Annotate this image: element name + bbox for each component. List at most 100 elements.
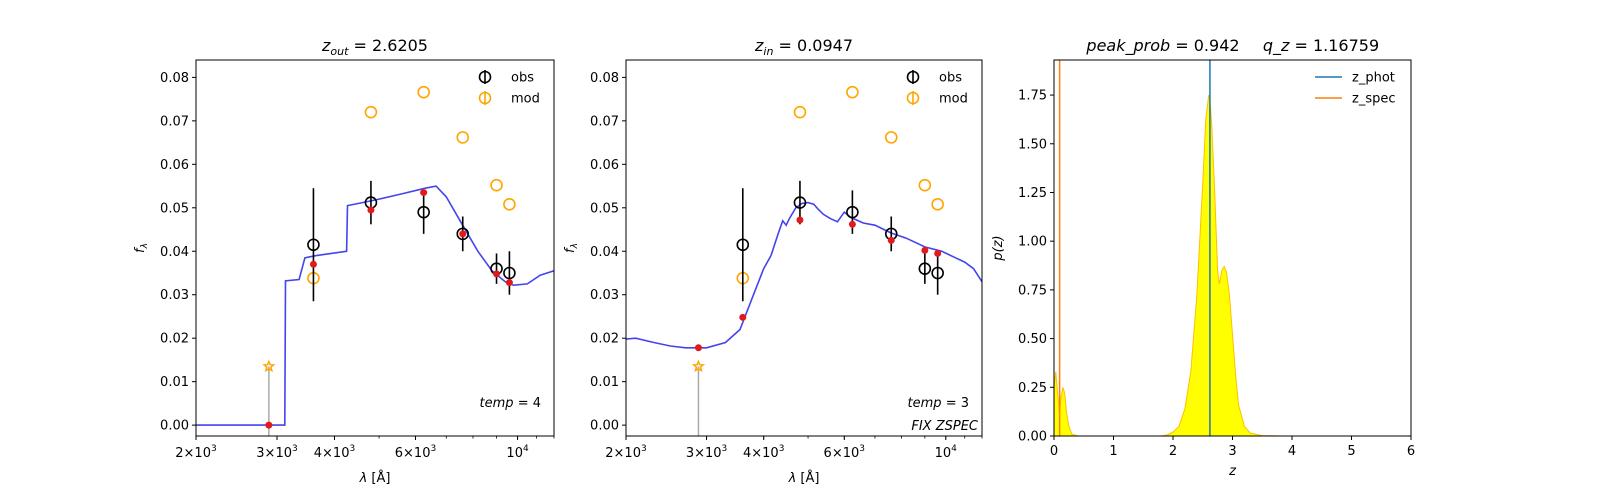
- obs-point: [846, 205, 859, 219]
- obs-point: [793, 196, 807, 209]
- y-tick-label: 0.02: [590, 332, 619, 347]
- y-tick-label: 0.50: [1018, 332, 1047, 347]
- x-tick-label: 5: [1347, 444, 1355, 459]
- x-tick-label: 3×103: [686, 444, 727, 461]
- y-axis-label: fλ: [563, 243, 580, 253]
- y-tick-label: 1.75: [1018, 89, 1047, 104]
- x-tick-label: 0: [1050, 444, 1058, 459]
- plot-area: [196, 85, 554, 436]
- fix-zspec-annotation: FIX ZSPEC: [911, 419, 979, 434]
- y-tick-label: 0.00: [590, 419, 619, 434]
- x-tick-label: 3: [1228, 444, 1236, 459]
- obs-point: [736, 238, 750, 252]
- y-tick-label: 0.03: [590, 288, 619, 303]
- mod-point: [884, 131, 898, 144]
- legend-marker: [906, 91, 920, 105]
- x-tick-label: 104: [506, 444, 529, 461]
- obs-point: [931, 266, 944, 280]
- y-tick-label: 0.01: [590, 375, 619, 390]
- template-annotation: temp = 3: [908, 396, 969, 411]
- axes-frame: [195, 59, 555, 437]
- model-phot-point: [921, 246, 929, 254]
- mod-point: [490, 178, 503, 192]
- x-tick-label: 6: [1407, 444, 1415, 459]
- y-tick-label: 0.06: [160, 158, 189, 173]
- model-phot-point: [459, 230, 467, 238]
- y-tick-label: 0.08: [160, 71, 189, 86]
- y-axis-label: p(z): [991, 235, 1006, 261]
- chart-title: zin = 0.0947: [754, 36, 853, 58]
- x-tick-label: 3×103: [256, 444, 297, 461]
- model-phot-point: [848, 220, 856, 228]
- x-axis-label: z: [1228, 464, 1237, 479]
- model-phot-point: [265, 421, 273, 429]
- model-phot-point: [367, 206, 375, 214]
- x-tick-label: 1: [1109, 444, 1117, 459]
- x-axis-label: λ [Å]: [788, 470, 820, 486]
- chart-title: zout = 2.6205: [321, 36, 428, 58]
- obs-point: [503, 266, 516, 280]
- x-tick-label: 6×103: [824, 444, 865, 461]
- mod-point: [793, 105, 807, 119]
- legend-label: mod: [939, 92, 968, 107]
- mod-point: [417, 85, 430, 99]
- mod-point: [503, 198, 516, 211]
- y-tick-label: 0.07: [160, 114, 189, 129]
- mod-point: [846, 85, 859, 99]
- legend-label: z_spec: [1352, 92, 1396, 107]
- x-tick-label: 4×103: [743, 444, 784, 461]
- model-phot-point: [887, 236, 895, 244]
- spec-star: [691, 359, 706, 373]
- legend-marker: [478, 91, 492, 105]
- axes-frame: [625, 59, 983, 437]
- model-phot-point: [739, 313, 747, 321]
- y-tick-label: 0.06: [590, 158, 619, 173]
- y-tick-label: 0.04: [160, 245, 189, 260]
- sed-panel-zout: 0.00 0.01 0.02 0.03 0.04 0.05 0.06 0.07 0.08 2×10…: [133, 36, 555, 486]
- y-tick-label: 0.02: [160, 332, 189, 347]
- x-tick-label: 2×103: [605, 444, 646, 461]
- y-tick-label: 1.00: [1018, 235, 1047, 250]
- y-tick-label: 1.50: [1018, 137, 1047, 152]
- template-annotation: temp = 4: [480, 396, 541, 411]
- y-tick-label: 0.04: [590, 245, 619, 260]
- obs-point: [918, 262, 932, 275]
- model-sed-line: [626, 201, 982, 349]
- pz-panel: 0.00 0.25 0.50 0.75 1.00 1.25 1.50 1.75 0 1 2 3 4 5 6 p…: [991, 36, 1415, 479]
- obs-point: [307, 238, 320, 252]
- model-phot-point: [694, 344, 702, 352]
- legend-label: obs: [939, 71, 962, 86]
- x-axis-label: λ [Å]: [359, 470, 391, 486]
- x-tick-label: 2: [1169, 444, 1177, 459]
- y-tick-label: 0.00: [160, 419, 189, 434]
- plot-area: [626, 85, 982, 436]
- sed-panel-zin: 0.00 0.01 0.02 0.03 0.04 0.05 0.06 0.07 0.08 2×10…: [563, 36, 983, 486]
- model-sed-line: [196, 185, 554, 426]
- y-axis-label: fλ: [133, 243, 150, 253]
- model-phot-point: [309, 260, 317, 268]
- mod-point: [931, 198, 944, 211]
- model-phot-point: [505, 279, 513, 287]
- y-tick-label: 0.25: [1018, 381, 1047, 396]
- model-phot-point: [796, 216, 804, 224]
- mod-point: [456, 131, 470, 144]
- legend-label: mod: [511, 92, 540, 107]
- y-tick-label: 0.07: [590, 114, 619, 129]
- y-tick-label: 0.75: [1018, 283, 1047, 298]
- y-tick-label: 0.05: [160, 201, 189, 216]
- legend-marker: [478, 70, 492, 84]
- obs-point: [417, 205, 430, 219]
- mod-point: [364, 105, 378, 119]
- chart-title-peak-prob: peak_prob = 0.942: [1085, 36, 1239, 56]
- legend-marker: [906, 70, 920, 84]
- legend-label: z_phot: [1352, 71, 1395, 86]
- y-tick-label: 0.01: [160, 375, 189, 390]
- pz-area: [1053, 94, 1352, 437]
- legend-label: obs: [511, 71, 534, 86]
- x-tick-label: 6×103: [395, 444, 436, 461]
- model-phot-point: [493, 270, 501, 278]
- model-phot-point: [420, 189, 428, 197]
- y-tick-label: 0.05: [590, 201, 619, 216]
- x-tick-label: 4: [1288, 444, 1296, 459]
